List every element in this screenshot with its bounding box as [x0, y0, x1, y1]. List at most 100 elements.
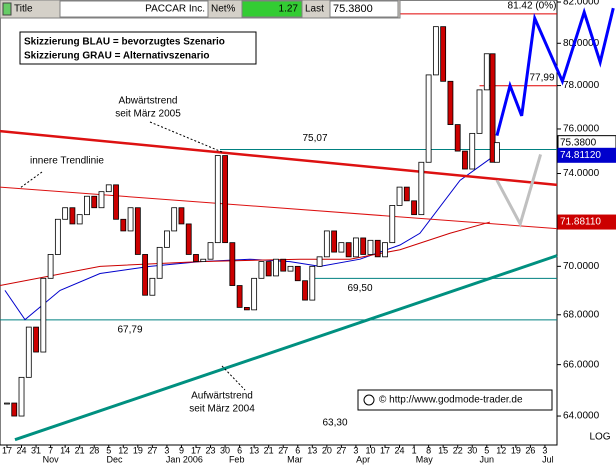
- candle: [40, 277, 47, 353]
- value-badge-label: 74.81120: [560, 150, 601, 161]
- candle: [84, 195, 90, 216]
- x-tick-label: 20: [322, 445, 332, 455]
- x-tick-label: 3: [164, 445, 169, 455]
- x-tick-label: 12: [118, 445, 128, 455]
- candle: [432, 26, 439, 76]
- x-tick-label: 24: [395, 445, 405, 455]
- header-label: Net%: [211, 4, 236, 15]
- legend-text: Skizzierung GRAU = Alternativszenario: [24, 51, 210, 62]
- copyright: © http://www.godmode-trader.de: [379, 395, 523, 406]
- candle: [222, 155, 228, 244]
- candle: [251, 277, 258, 311]
- candle: [200, 258, 207, 262]
- x-tick-label: 27: [278, 445, 288, 455]
- x-tick-label: 6: [295, 445, 300, 455]
- annotation: innere Trendlinie: [30, 156, 104, 167]
- candle: [105, 184, 112, 193]
- legend-text: Skizzierung BLAU = bevorzugtes Szenario: [24, 37, 225, 48]
- candle: [309, 265, 316, 301]
- candle: [76, 214, 83, 225]
- level-label: 67,79: [117, 325, 142, 336]
- candle: [11, 402, 18, 417]
- candle: [396, 186, 403, 206]
- candle: [127, 207, 134, 232]
- candle: [62, 207, 69, 220]
- candle: [113, 184, 119, 220]
- level-label: 75,07: [302, 133, 327, 144]
- x-tick-label: 24: [17, 445, 27, 455]
- candle: [18, 376, 25, 417]
- candle: [374, 239, 381, 258]
- y-tick-label: 82.0000: [563, 0, 600, 8]
- header-cell: [59, 0, 209, 18]
- x-tick-label: 14: [60, 445, 70, 455]
- copyright-icon: [363, 394, 375, 406]
- x-tick-label: 19: [133, 445, 143, 455]
- x-tick-label: 3: [353, 445, 358, 455]
- candle: [33, 326, 39, 353]
- candle: [331, 230, 338, 253]
- candle: [236, 285, 243, 308]
- candle: [156, 246, 163, 279]
- candle: [494, 142, 500, 163]
- x-tick-label: 17: [380, 445, 390, 455]
- y-tick-label: 66.0000: [563, 359, 600, 370]
- candle: [425, 74, 432, 163]
- candle: [287, 265, 294, 272]
- candle: [178, 207, 185, 225]
- candle: [265, 261, 272, 277]
- x-tick-label: 17: [2, 445, 12, 455]
- copyright-box: [357, 389, 553, 411]
- leader-line: [149, 121, 223, 153]
- trend-line: [14, 254, 558, 442]
- month-label: Apr: [356, 454, 370, 464]
- annotation: Abwärtstrend: [119, 96, 178, 107]
- axis-frame: [0, 0, 558, 446]
- net-value: 1.27: [279, 4, 299, 15]
- candle: [98, 191, 105, 209]
- candle: [171, 207, 178, 232]
- candle: [411, 200, 417, 216]
- x-tick-label: 27: [336, 445, 346, 455]
- month-label: Nov: [43, 454, 60, 464]
- net-cell: [241, 0, 303, 18]
- x-tick-label: 26: [525, 445, 535, 455]
- x-tick-label: 5: [106, 445, 111, 455]
- candle: [134, 207, 141, 255]
- x-tick-label: 30: [467, 445, 477, 455]
- y-tick-label: 76.0000: [563, 124, 600, 135]
- symbol: PACCAR Inc.: [145, 4, 205, 15]
- month-label: Jun: [480, 454, 495, 464]
- candle: [273, 258, 279, 277]
- y-tick-label: 70.0000: [563, 261, 600, 272]
- candle: [469, 132, 476, 170]
- candle: [353, 237, 359, 258]
- x-tick-label: 5: [484, 445, 489, 455]
- candle: [418, 161, 425, 216]
- candle: [149, 277, 156, 296]
- projection: [495, 7, 615, 136]
- header-cell: [329, 0, 399, 18]
- candle: [185, 223, 192, 255]
- leader-line: [19, 171, 43, 189]
- y-tick-label: 80.0000: [563, 38, 600, 49]
- x-tick-label: 30: [220, 445, 230, 455]
- x-tick-label: 27: [147, 445, 157, 455]
- candle: [316, 256, 323, 267]
- candle: [382, 242, 388, 258]
- y-tick-label: 64.0000: [563, 411, 600, 422]
- candle: [323, 230, 330, 258]
- candle: [367, 239, 374, 255]
- value-badge: [557, 214, 616, 230]
- trend-line: [0, 186, 558, 230]
- candle: [193, 254, 199, 262]
- last-value: 75.3800: [333, 3, 373, 15]
- trend-line: [0, 129, 558, 187]
- x-tick-label: 12: [496, 445, 506, 455]
- annotation: seit März 2004: [189, 404, 255, 415]
- x-tick-label: 17: [191, 445, 201, 455]
- candle: [476, 89, 483, 134]
- x-tick-label: 13: [307, 445, 317, 455]
- candle: [389, 205, 396, 244]
